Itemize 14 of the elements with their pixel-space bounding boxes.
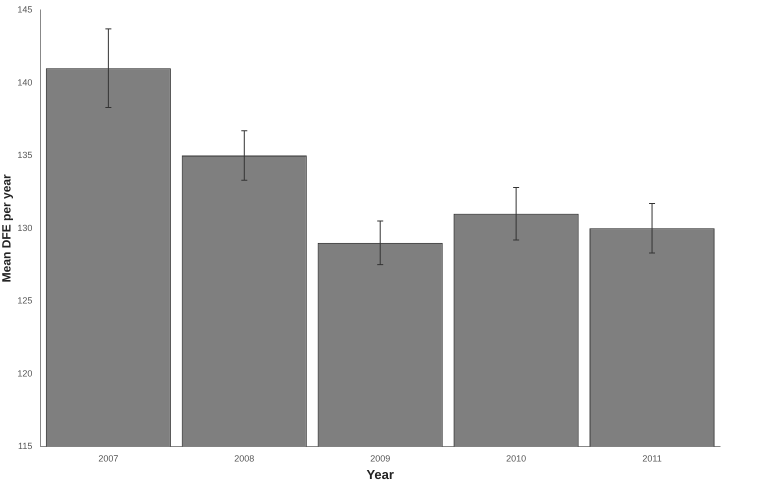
x-tick-label: 2010 [506, 453, 526, 464]
y-tick-label: 130 [17, 222, 32, 233]
x-tick-label: 2008 [234, 453, 254, 464]
y-tick-label: 125 [17, 296, 32, 306]
x-tick-label: 2009 [370, 453, 390, 464]
y-tick-label: 135 [17, 150, 32, 160]
y-tick-label: 140 [17, 77, 32, 88]
x-tick-label: 2007 [98, 453, 118, 464]
x-tick-label: 2011 [642, 453, 662, 464]
y-tick-label: 120 [17, 368, 32, 378]
x-axis-title: Year [366, 466, 394, 482]
y-axis-title: Mean DFE per year [0, 174, 14, 282]
y-tick-label: 115 [18, 441, 32, 452]
y-tick-label: 145 [17, 4, 32, 14]
